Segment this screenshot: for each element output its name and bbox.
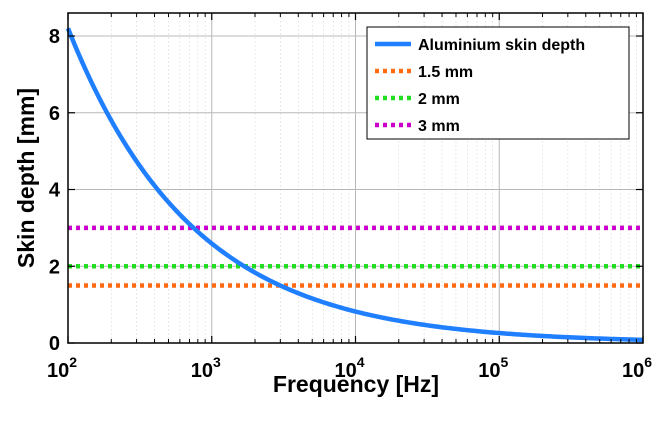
y-tick-labels: 0 2 4 6 8 [49, 26, 61, 355]
legend-label: 3 mm [418, 118, 460, 135]
legend-label: Aluminium skin depth [418, 37, 585, 54]
x-tick-label: 103 [191, 354, 221, 382]
x-tick-label: 106 [622, 354, 652, 382]
x-axis-label: Frequency [Hz] [273, 371, 439, 397]
x-tick-exponent: 6 [644, 354, 652, 370]
x-tick-base: 10 [191, 360, 213, 382]
x-tick-exponent: 4 [357, 354, 365, 370]
x-tick-label: 104 [334, 354, 364, 382]
x-tick-label: 102 [47, 354, 77, 382]
legend: Aluminium skin depth 1.5 mm 2 mm 3 mm [366, 26, 630, 140]
x-tick-labels: 102 103 104 105 106 [47, 354, 652, 382]
y-tick-label: 2 [49, 256, 60, 278]
x-tick-label: 105 [478, 354, 508, 382]
x-tick-exponent: 2 [69, 354, 77, 370]
y-tick-label: 0 [49, 333, 60, 355]
x-tick-base: 10 [334, 360, 356, 382]
y-tick-label: 4 [49, 180, 61, 202]
y-tick-label: 8 [49, 26, 60, 48]
y-tick-label: 6 [49, 103, 60, 125]
tick-marks [67, 13, 644, 344]
series-lines [65, 27, 644, 343]
legend-label: 1.5 mm [418, 64, 473, 81]
y-axis-label: Skin depth [mm] [13, 88, 39, 268]
x-tick-exponent: 3 [213, 354, 221, 370]
x-tick-base: 10 [478, 360, 500, 382]
x-tick-exponent: 5 [500, 354, 508, 370]
x-tick-base: 10 [47, 360, 69, 382]
x-tick-base: 10 [622, 360, 644, 382]
legend-label: 2 mm [418, 91, 460, 108]
series-line-aluminium [65, 27, 644, 343]
